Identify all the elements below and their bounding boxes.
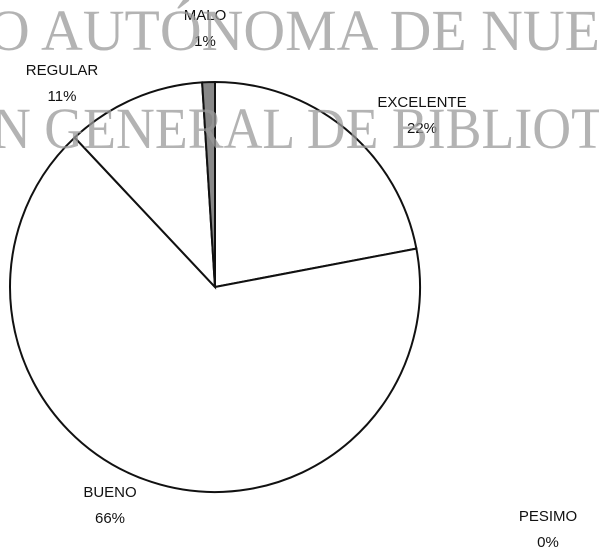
slice-value-label: 22% <box>407 120 437 137</box>
slice-label: REGULAR <box>26 62 99 79</box>
slice-value-label: 11% <box>48 88 77 105</box>
pie-slice <box>214 80 418 289</box>
slice-label: BUENO <box>83 484 136 501</box>
slice-label: MALO <box>184 7 227 24</box>
slice-value-label: 1% <box>194 33 216 50</box>
pie-slice <box>9 136 421 493</box>
slice-value-label: 66% <box>95 510 125 527</box>
slice-label: EXCELENTE <box>377 94 466 111</box>
pie-slice <box>73 81 217 290</box>
watermark: O AUTÓNOMA DE NUE <box>0 0 599 63</box>
slice-label: PESIMO <box>519 508 577 525</box>
watermark: N GENERAL DE BIBLIOT <box>0 96 599 161</box>
slice-value-label: 0% <box>537 534 559 551</box>
